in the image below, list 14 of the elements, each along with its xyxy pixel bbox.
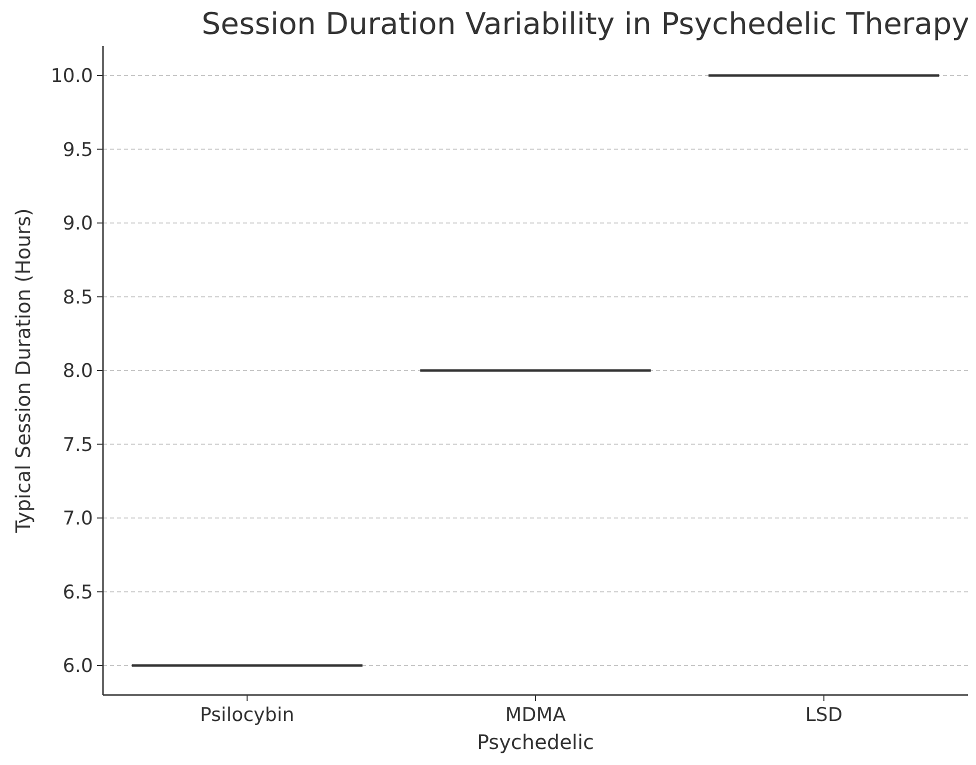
y-tick-label: 9.5: [62, 138, 93, 161]
x-tick-label: LSD: [805, 704, 842, 726]
y-tick-label: 7.0: [62, 508, 93, 530]
x-axis-title: Psychedelic: [476, 730, 594, 754]
y-axis-title: Typical Session Duration (Hours): [11, 208, 35, 534]
x-tick-label: Psilocybin: [200, 704, 294, 726]
x-tick-label: MDMA: [505, 704, 566, 726]
y-tick-label: 6.0: [62, 655, 93, 678]
y-tick-label: 7.5: [62, 434, 93, 456]
y-tick-label: 9.0: [62, 212, 93, 235]
y-tick-label: 10.0: [50, 65, 93, 88]
y-tick-label: 6.5: [62, 581, 93, 604]
y-tick-label: 8.0: [62, 360, 93, 382]
y-tick-label: 8.5: [62, 286, 93, 308]
